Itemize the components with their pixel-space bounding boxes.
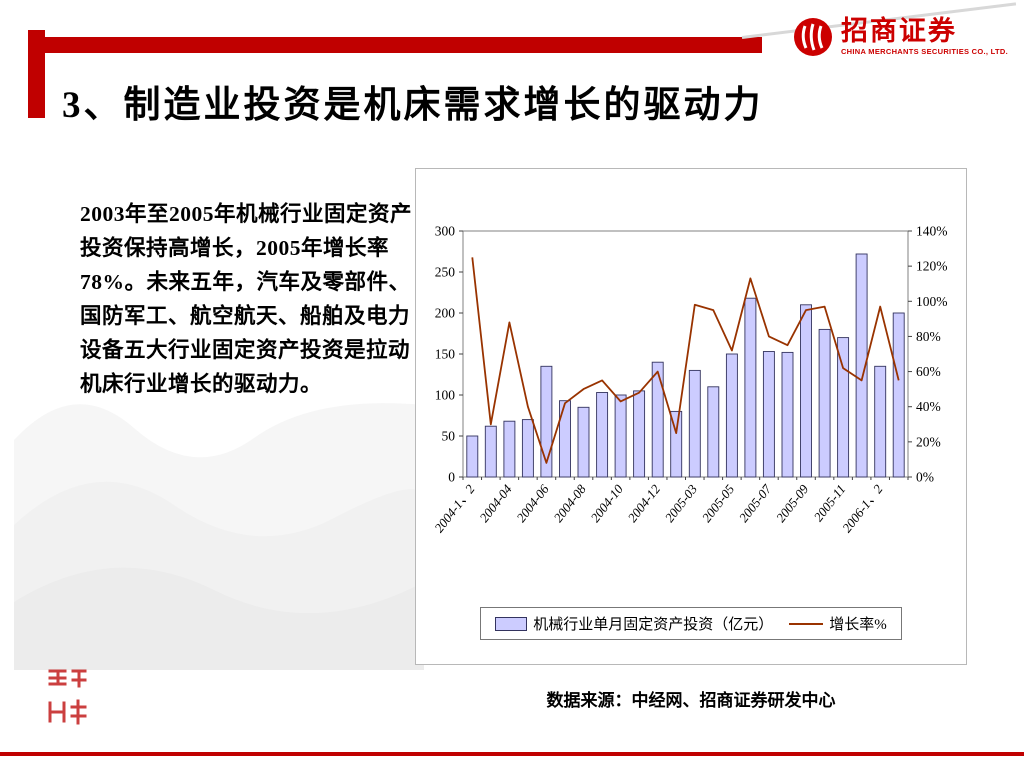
seal-stamp-icon: [48, 669, 87, 725]
svg-text:2005-09: 2005-09: [773, 481, 812, 525]
left-accent-bar: [28, 30, 45, 118]
logo-subtitle: CHINA MERCHANTS SECURITIES CO., LTD.: [840, 47, 1008, 57]
svg-text:2005-03: 2005-03: [662, 481, 701, 525]
svg-text:2005-05: 2005-05: [699, 481, 738, 525]
company-logo: 招商证券 CHINA MERCHANTS SECURITIES CO., LTD…: [792, 16, 1008, 58]
svg-text:40%: 40%: [916, 399, 941, 414]
chart-panel: 0 50 100 150 200 250 300 0% 20% 40% 60% 80% 100% 120%…: [415, 168, 967, 665]
svg-text:2004-04: 2004-04: [476, 481, 515, 525]
body-paragraph: 2003年至2005年机械行业固定资产投资保持高增长，2005年增长率78%。未…: [80, 202, 413, 396]
line-swatch-icon: [789, 622, 824, 625]
bar-swatch-icon: [495, 616, 528, 631]
svg-text:2004-1、2: 2004-1、2: [431, 481, 478, 535]
chart-legend: 机械行业单月固定资产投资（亿元） 增长率%: [480, 607, 902, 640]
svg-text:2004-10: 2004-10: [587, 481, 626, 525]
svg-text:250: 250: [435, 265, 456, 280]
logo-name: 招商证券: [840, 16, 957, 47]
svg-text:120%: 120%: [916, 259, 948, 274]
svg-text:2004-08: 2004-08: [550, 481, 589, 525]
logo-icon: [793, 18, 832, 56]
svg-text:2005-11: 2005-11: [811, 482, 849, 525]
svg-text:20%: 20%: [916, 434, 941, 449]
svg-text:2005-07: 2005-07: [736, 481, 775, 525]
svg-text:60%: 60%: [916, 364, 941, 379]
svg-text:0%: 0%: [916, 470, 934, 485]
svg-text:140%: 140%: [916, 224, 948, 239]
bottom-accent-rule: [0, 752, 1024, 756]
svg-text:200: 200: [435, 306, 456, 321]
combo-chart: 0 50 100 150 200 250 300 0% 20% 40% 60% 80% 100% 120%…: [431, 224, 948, 536]
svg-text:300: 300: [435, 224, 456, 239]
data-source-note: 数据来源：中经网、招商证券研发中心: [546, 691, 836, 710]
svg-text:50: 50: [442, 429, 456, 444]
svg-text:2004-06: 2004-06: [513, 481, 552, 525]
svg-text:100%: 100%: [916, 294, 948, 309]
legend-label-line: 增长率%: [829, 617, 887, 633]
svg-text:100: 100: [435, 388, 456, 403]
svg-text:80%: 80%: [916, 329, 941, 344]
svg-text:150: 150: [435, 347, 456, 362]
legend-item-bars: 机械行业单月固定资产投资（亿元）: [495, 613, 773, 634]
top-accent-bar: [45, 37, 762, 53]
page-title: 3、制造业投资是机床需求增长的驱动力: [62, 85, 764, 126]
legend-item-line: 增长率%: [789, 613, 887, 634]
svg-text:0: 0: [448, 470, 455, 485]
svg-text:2004-12: 2004-12: [625, 481, 664, 525]
legend-label-bars: 机械行业单月固定资产投资（亿元）: [533, 617, 774, 633]
